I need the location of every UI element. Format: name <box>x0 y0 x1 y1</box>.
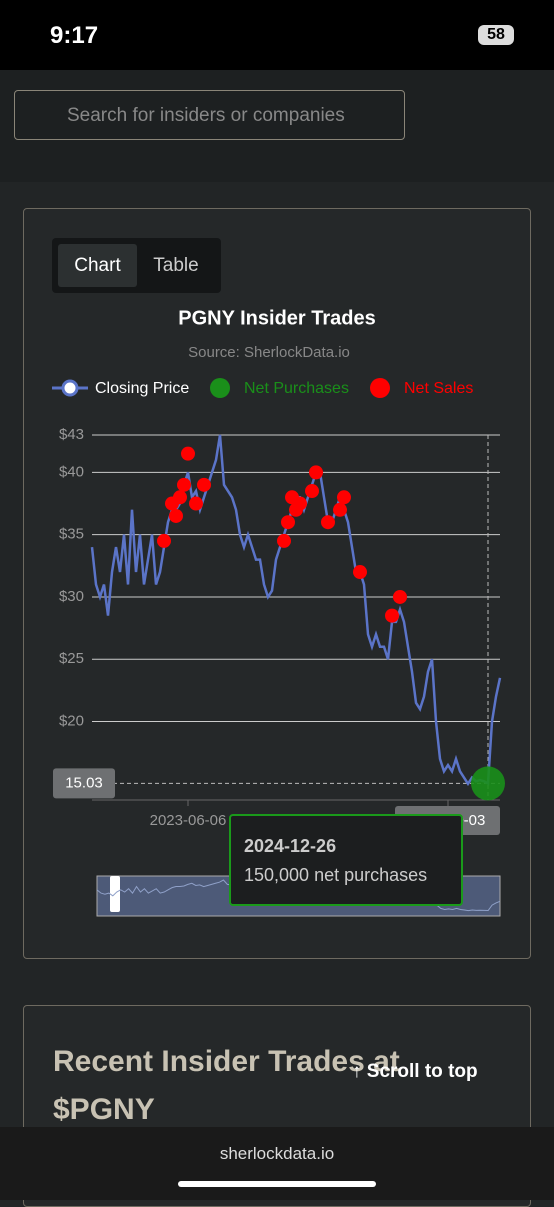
tooltip: 2024-12-26 150,000 net purchases <box>229 814 463 906</box>
trade-dot <box>305 484 319 499</box>
tab-chart[interactable]: Chart <box>58 244 137 287</box>
trade-dot <box>277 533 291 548</box>
status-bar: 9:17 58 <box>0 0 554 70</box>
trade-dot <box>321 515 335 530</box>
trade-dot <box>471 766 505 801</box>
legend-marker <box>61 379 79 397</box>
trade-dot <box>333 502 347 517</box>
tab-table[interactable]: Table <box>153 255 199 276</box>
trade-dot <box>385 608 399 623</box>
legend-marker <box>370 378 390 398</box>
trade-dot <box>177 477 191 492</box>
scroll-to-top[interactable]: ↑ Scroll to top <box>352 1061 478 1082</box>
crosshair-label-box <box>53 768 115 799</box>
time: 9:17 <box>50 22 99 49</box>
y-tick-label: $40 <box>59 463 84 480</box>
home-indicator <box>178 1181 376 1187</box>
trade-dot <box>393 589 407 604</box>
trade-dot <box>197 477 211 492</box>
section-heading: Recent Insider Trades at $PGNY <box>53 1045 400 1126</box>
url: sherlockdata.io <box>219 1144 335 1163</box>
search-placeholder: Search for insiders or companies <box>67 105 345 126</box>
trade-dot <box>169 508 183 523</box>
trade-dot <box>173 490 187 505</box>
trade-dot <box>157 533 171 548</box>
trade-dot <box>281 515 295 530</box>
y-tick-label: $20 <box>59 712 84 729</box>
legend-label: Net Sales <box>404 380 473 397</box>
trade-dot <box>337 490 351 505</box>
search-box[interactable]: Search for insiders or companies <box>14 90 405 140</box>
chart-title: PGNY Insider Trades <box>178 307 376 329</box>
legend-marker <box>210 378 230 398</box>
tabs: Chart Table <box>52 238 221 293</box>
battery: 58 <box>478 25 514 45</box>
y-tick-label: $30 <box>59 588 84 605</box>
legend-label: Closing Price <box>95 380 189 397</box>
trade-dot <box>181 446 195 461</box>
chart-subtitle: Source: SherlockData.io <box>188 344 350 361</box>
price-line <box>90 434 502 787</box>
crosshair-label: 15.03 <box>65 774 103 791</box>
scroll-to-top-text[interactable]: Scroll to top <box>366 1061 478 1082</box>
tooltip-date: 2024-12-26 <box>244 836 337 856</box>
trade-dot <box>309 465 323 480</box>
browser-bar: sherlockdata.io <box>0 1127 554 1200</box>
trade-dot <box>189 496 203 511</box>
trade-dot <box>293 496 307 511</box>
y-tick-label: $25 <box>59 650 84 667</box>
tooltip-text: 150,000 net purchases <box>244 865 428 885</box>
x-tick-label: 2023-06-06 <box>150 812 227 829</box>
legend-label: Net Purchases <box>244 380 349 397</box>
y-tick-label: $43 <box>59 426 84 443</box>
y-tick-label: $35 <box>59 526 84 543</box>
trade-dot <box>353 565 367 580</box>
header: Search for insiders or companies <box>0 70 554 182</box>
